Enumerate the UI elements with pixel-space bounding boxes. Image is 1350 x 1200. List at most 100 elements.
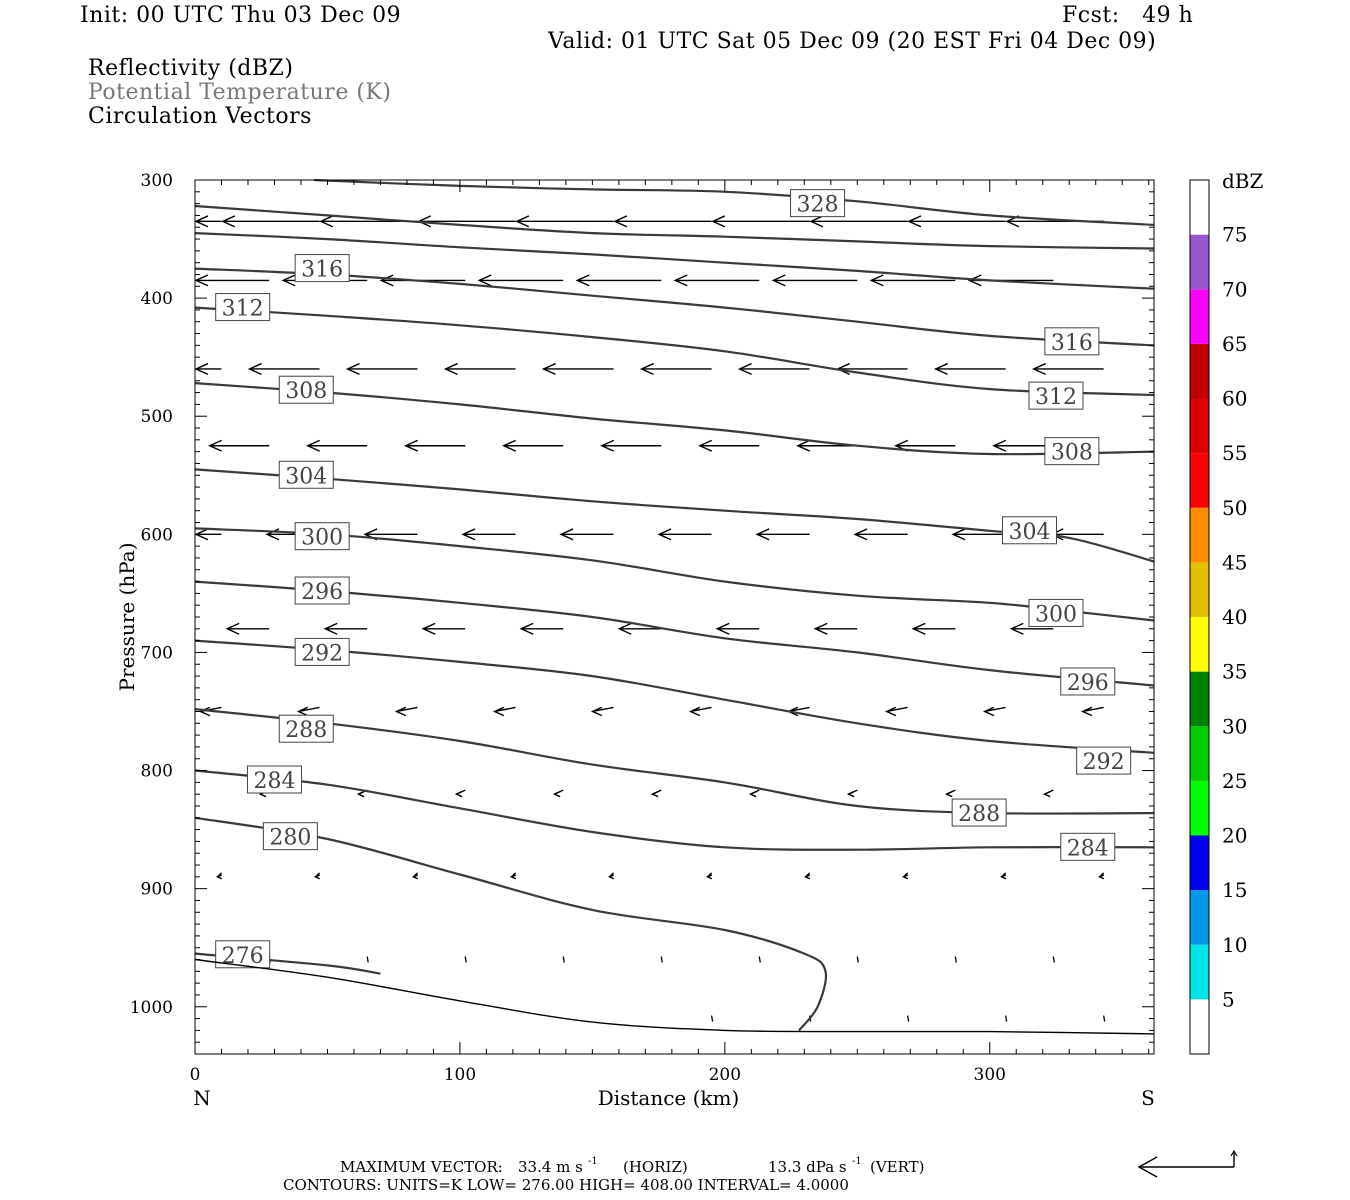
isentrope-label-box [790, 189, 846, 218]
wind-vector-head [698, 439, 713, 452]
isentrope-label-box [294, 254, 350, 283]
wind-vector-head [281, 274, 296, 287]
wind-vector-head [755, 528, 770, 541]
y-tick-label: 900 [141, 880, 173, 900]
x-tick-label: 200 [709, 1065, 741, 1085]
x-tick-label: 300 [974, 1065, 1006, 1085]
wind-vector-head [711, 215, 726, 228]
wind-vector-head [515, 215, 530, 228]
wind-vector-head [421, 622, 436, 635]
wind-vector-head [796, 439, 811, 452]
isentrope-label: 304 [1008, 520, 1050, 545]
valid-time: Valid: 01 UTC Sat 05 Dec 09 (20 EST Fri … [548, 29, 1157, 54]
wind-vector-head [715, 622, 730, 635]
wind-vector-head [345, 362, 360, 376]
wind-vector-head [999, 874, 1007, 880]
isentrope-280 [194, 816, 828, 1032]
y-tick-label: 300 [141, 171, 173, 191]
wind-vector-head [461, 528, 476, 541]
max-vector-horizontal-unit: (HORIZ) [623, 1158, 688, 1176]
wind-vector-head [215, 874, 222, 880]
wind-vector [298, 706, 320, 713]
wind-vector-head [590, 706, 603, 717]
wind-vector-head [688, 706, 701, 717]
wind-vector-head [502, 439, 517, 452]
wind-vector [592, 706, 614, 713]
colorbar-tick-label: 10 [1222, 933, 1247, 957]
x-tick-label: 100 [444, 1065, 476, 1085]
isentrope-label-box [262, 822, 318, 851]
colorbar-tick-label: 45 [1222, 550, 1247, 574]
unit-exponent: -1 [588, 1156, 598, 1167]
wind-vector-head [575, 274, 590, 287]
wind-vector [788, 706, 810, 713]
wind-vector-head [771, 274, 786, 287]
isentrope-label: 308 [1051, 441, 1093, 466]
isentrope-label-box [1028, 598, 1084, 627]
wind-vector-head [296, 706, 309, 717]
wind-vector-head [221, 215, 236, 228]
max-vector-label: MAXIMUM VECTOR: [340, 1158, 503, 1176]
colorbar-segment [1190, 726, 1209, 781]
x-end-label-north: N [193, 1086, 211, 1110]
wind-vector-head [639, 362, 654, 376]
colorbar-tick-label: 75 [1222, 223, 1247, 247]
wind-vector-head [305, 439, 320, 452]
isentrope-label-box [1044, 437, 1100, 466]
wind-vector [562, 956, 565, 963]
colorbar-tick-label: 5 [1222, 987, 1235, 1011]
wind-vector [954, 956, 957, 963]
colorbar-tick-label: 40 [1222, 605, 1247, 629]
y-tick-label: 1000 [130, 998, 173, 1018]
wind-vector-head [323, 622, 338, 635]
isentrope-label-box [215, 293, 271, 322]
wind-vector-head [207, 439, 222, 452]
isentrope-label: 296 [1067, 671, 1109, 696]
reference-vector-vertical-head [1230, 1149, 1238, 1157]
wind-vector-head [443, 362, 458, 376]
wind-vector-head [600, 439, 615, 452]
wind-vector-head [869, 274, 884, 287]
colorbar-tick-label: 50 [1222, 496, 1247, 520]
colorbar-segment [1190, 453, 1209, 508]
wind-vector-head [813, 622, 828, 635]
wind-vector [660, 956, 663, 963]
y-tick-label: 600 [141, 525, 173, 545]
isentrope-label-box [1076, 746, 1132, 775]
isentrope-284 [194, 769, 1155, 851]
wind-vector-head [194, 215, 209, 228]
colorbar-segment [1190, 343, 1209, 399]
isentrope-324 [194, 204, 1155, 250]
wind-vector-head [559, 528, 574, 541]
colorbar-tick-label: 25 [1222, 769, 1247, 793]
isentrope-308 [194, 382, 1155, 456]
wind-vector [1005, 1015, 1008, 1022]
wind-vector [1082, 706, 1104, 713]
y-tick-label: 800 [141, 762, 173, 782]
wind-vector [494, 706, 516, 713]
isentrope-312 [194, 306, 1155, 397]
wind-vector-head [519, 622, 534, 635]
wind-vector-head [933, 362, 948, 376]
wind-vector-head [411, 874, 419, 880]
colorbar-segment [1190, 780, 1209, 836]
wind-vector-head [492, 706, 505, 717]
wind-vector [690, 706, 712, 713]
wind-vector [856, 956, 859, 963]
isentrope-label: 308 [285, 379, 327, 404]
wind-vector-head [509, 874, 517, 880]
footer: MAXIMUM VECTOR: 33.4 m s -1 (HORIZ) 13.3 dPa… [283, 1149, 1238, 1194]
isentrope-label-box [294, 576, 350, 605]
isentrope-label: 300 [1035, 602, 1077, 627]
isentrope-288 [194, 708, 1155, 815]
isentrope-label: 288 [285, 718, 327, 743]
wind-vector-head [951, 528, 966, 541]
wind-vector-head [313, 874, 320, 880]
isentrope-label-box [294, 522, 350, 551]
forecast-hour: Fcst: 49 h [1062, 3, 1194, 28]
colorbar-tick-label: 60 [1222, 387, 1247, 411]
wind-vector-head [1042, 790, 1051, 798]
potential-temperature-contours: 328 316 316 312 312 308 308 304 304 300 300 296 296 2… [194, 178, 1155, 1032]
wind-vector-head [884, 706, 897, 717]
